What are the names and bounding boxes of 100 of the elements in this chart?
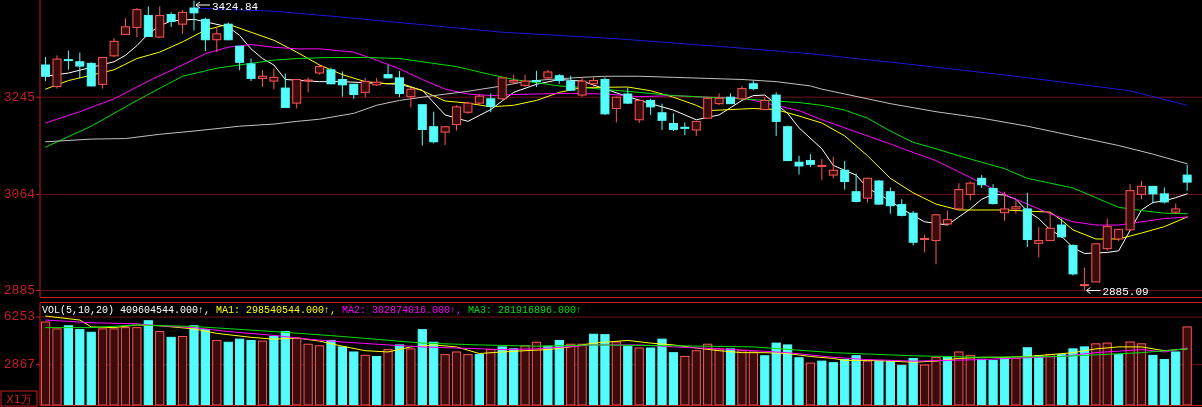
candlestick — [235, 45, 245, 71]
y-tick-label: 3245 — [3, 89, 35, 105]
bar — [372, 355, 382, 406]
bar — [828, 362, 838, 406]
candlestick — [828, 156, 838, 179]
bar — [166, 336, 176, 406]
bar — [1079, 346, 1090, 406]
bar — [486, 349, 496, 406]
bar — [623, 345, 633, 406]
candlestick — [155, 5, 165, 39]
candlestick — [178, 9, 188, 35]
candlestick — [851, 172, 861, 203]
candlestick — [429, 111, 439, 144]
bar — [794, 357, 804, 406]
candlestick — [1045, 211, 1055, 242]
bar — [463, 354, 473, 406]
bar — [691, 350, 701, 406]
bar — [223, 341, 233, 406]
bar — [680, 355, 690, 406]
candlestick — [988, 183, 998, 206]
bar — [543, 345, 553, 406]
bar — [942, 356, 953, 406]
bar — [554, 339, 564, 406]
bar — [360, 354, 370, 406]
bar — [98, 328, 108, 406]
candlestick — [657, 103, 667, 131]
candlestick — [680, 121, 690, 136]
y-tick-label: 3064 — [3, 186, 36, 202]
bar — [657, 338, 667, 406]
bar — [737, 350, 747, 406]
bar — [714, 348, 724, 406]
candlestick — [1034, 226, 1044, 258]
bar — [314, 345, 325, 406]
bar — [668, 352, 679, 406]
candlestick — [200, 17, 210, 52]
bar — [269, 335, 279, 406]
bar — [292, 337, 302, 406]
bar — [120, 327, 131, 406]
bar — [874, 360, 884, 406]
candlestick — [703, 96, 713, 119]
bar — [235, 338, 245, 406]
bar — [155, 331, 165, 406]
series-label: MA1: 298540544.000↑, — [216, 305, 337, 316]
bar — [394, 344, 405, 406]
candlestick — [497, 77, 507, 101]
bar — [588, 333, 599, 406]
bar — [931, 356, 941, 406]
candlestick — [794, 155, 804, 176]
bar — [1045, 354, 1055, 406]
bar — [885, 360, 895, 406]
bar — [782, 344, 793, 406]
bar — [1034, 355, 1044, 406]
bar — [246, 339, 256, 406]
bar — [520, 345, 530, 406]
bar — [919, 364, 930, 406]
candlestick — [109, 37, 119, 58]
bar — [109, 328, 119, 406]
candlestick — [337, 70, 347, 98]
text: MA3: 281916896.000↑ — [468, 305, 583, 316]
bar — [383, 349, 393, 406]
y-tick-label: 2885 — [3, 282, 35, 298]
bar — [40, 321, 51, 406]
bar — [497, 346, 507, 406]
bar — [189, 325, 199, 406]
candlestick — [303, 76, 313, 93]
candlestick — [132, 7, 142, 38]
candlestick — [63, 49, 73, 71]
candlestick — [1057, 218, 1067, 239]
candlestick — [1079, 266, 1089, 292]
y-tick-label: 6253 — [3, 309, 35, 325]
bar — [988, 359, 998, 406]
bar — [1114, 354, 1124, 406]
bar — [326, 339, 336, 406]
bar — [817, 360, 827, 406]
candlestick — [406, 87, 416, 108]
candlestick — [212, 26, 222, 53]
bar — [748, 351, 758, 406]
annotation: 2885.09 — [1102, 285, 1149, 298]
bar — [1182, 326, 1192, 406]
candlestick — [143, 5, 153, 38]
bar — [577, 343, 587, 406]
bar — [1022, 347, 1032, 406]
bar — [303, 343, 313, 406]
bar — [600, 334, 610, 406]
candlestick — [360, 77, 370, 98]
bar — [451, 351, 462, 406]
bar — [1136, 343, 1147, 406]
bar — [417, 329, 427, 406]
bar — [474, 354, 484, 406]
annotation: 3424.84 — [211, 1, 259, 13]
bar — [200, 329, 210, 406]
bar — [805, 362, 816, 406]
bar — [63, 325, 74, 406]
candlestick — [394, 70, 404, 98]
bar — [611, 341, 621, 406]
bar — [646, 347, 656, 406]
bar — [257, 340, 268, 406]
candlestick — [885, 186, 895, 215]
bar — [429, 341, 439, 406]
bar — [212, 339, 222, 406]
